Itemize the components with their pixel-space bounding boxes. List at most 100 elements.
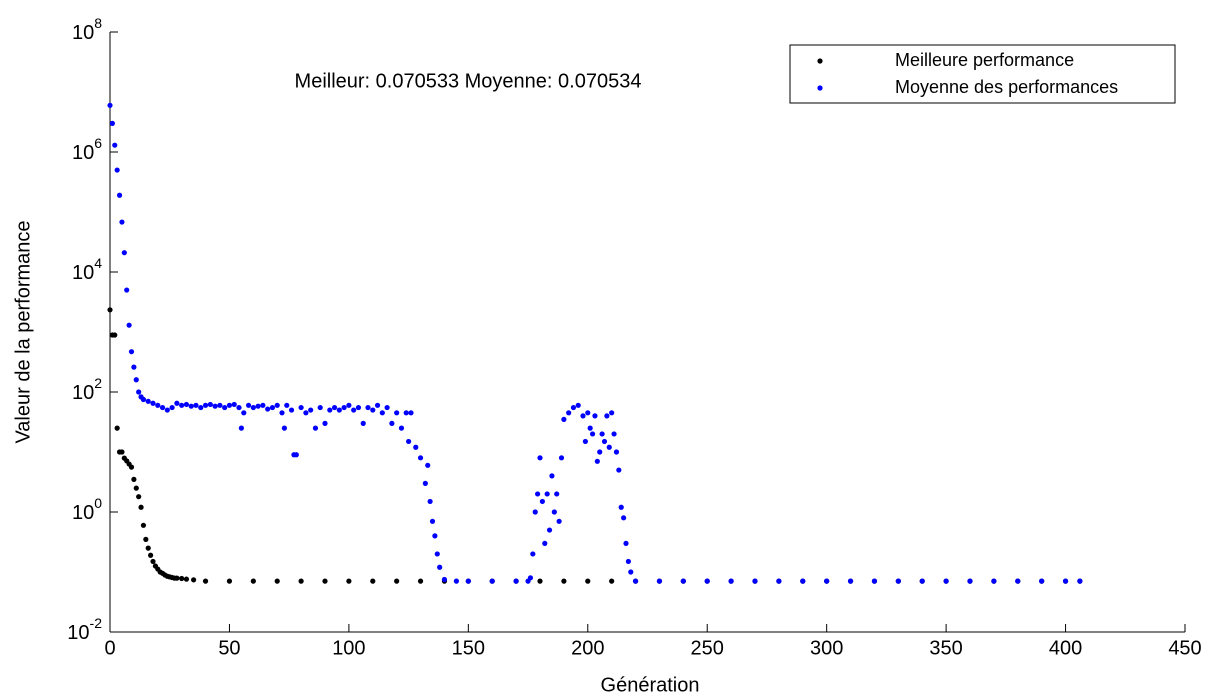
point bbox=[245, 402, 252, 408]
point bbox=[274, 402, 280, 408]
point bbox=[133, 377, 139, 383]
point bbox=[542, 540, 548, 546]
point bbox=[587, 425, 593, 431]
point bbox=[847, 578, 854, 584]
point bbox=[597, 449, 603, 455]
point bbox=[592, 413, 598, 419]
point bbox=[556, 518, 562, 524]
x-tick-label: 450 bbox=[1168, 637, 1201, 659]
point bbox=[298, 578, 304, 584]
point bbox=[107, 307, 113, 313]
point bbox=[561, 416, 567, 422]
point bbox=[217, 402, 223, 408]
point bbox=[394, 410, 400, 416]
point bbox=[303, 410, 309, 416]
x-tick-label: 400 bbox=[1049, 637, 1082, 659]
point bbox=[250, 578, 256, 584]
point bbox=[155, 402, 161, 408]
point bbox=[441, 576, 448, 583]
point bbox=[425, 462, 431, 468]
point bbox=[114, 167, 120, 173]
point bbox=[575, 402, 581, 408]
point bbox=[566, 410, 572, 416]
point bbox=[384, 404, 390, 411]
point bbox=[628, 569, 634, 575]
point bbox=[967, 578, 973, 584]
x-tick-label: 150 bbox=[452, 637, 485, 659]
point bbox=[394, 578, 400, 584]
point bbox=[231, 401, 237, 408]
point bbox=[374, 402, 381, 408]
point bbox=[417, 578, 424, 584]
point bbox=[422, 480, 428, 486]
point bbox=[824, 578, 830, 584]
point bbox=[148, 552, 154, 558]
point bbox=[427, 498, 433, 505]
point bbox=[360, 420, 366, 426]
point bbox=[561, 578, 567, 584]
point bbox=[183, 576, 190, 582]
x-tick-label: 350 bbox=[929, 637, 962, 659]
point bbox=[611, 431, 617, 437]
point bbox=[312, 425, 319, 431]
point bbox=[298, 404, 304, 411]
series bbox=[107, 102, 1083, 584]
point bbox=[398, 425, 405, 431]
point bbox=[551, 509, 557, 515]
point bbox=[370, 578, 376, 584]
point bbox=[150, 558, 156, 565]
point bbox=[513, 578, 519, 584]
point bbox=[618, 504, 624, 510]
point bbox=[140, 396, 147, 403]
point bbox=[613, 449, 620, 455]
point bbox=[532, 509, 538, 515]
point bbox=[112, 332, 118, 338]
y-tick-label: 108 bbox=[72, 15, 102, 45]
point bbox=[336, 407, 342, 413]
point bbox=[169, 404, 175, 411]
point bbox=[558, 455, 565, 461]
point bbox=[752, 578, 758, 584]
point bbox=[236, 404, 242, 411]
point bbox=[489, 578, 495, 584]
point bbox=[121, 250, 127, 256]
point bbox=[279, 410, 285, 416]
point bbox=[417, 455, 424, 461]
y-tick-label: 104 bbox=[72, 255, 102, 285]
point bbox=[281, 425, 287, 431]
point bbox=[136, 494, 142, 500]
point bbox=[609, 578, 615, 584]
x-axis-label: Génération bbox=[601, 674, 700, 696]
point bbox=[570, 404, 577, 411]
point bbox=[871, 578, 878, 584]
point bbox=[776, 578, 782, 584]
point bbox=[133, 485, 139, 491]
point bbox=[222, 404, 228, 411]
point bbox=[554, 491, 560, 497]
point bbox=[150, 400, 156, 406]
point bbox=[537, 455, 543, 461]
point bbox=[585, 410, 591, 416]
point bbox=[616, 467, 622, 473]
point bbox=[322, 420, 328, 426]
point bbox=[138, 504, 144, 510]
point bbox=[370, 407, 376, 413]
point bbox=[241, 410, 247, 416]
point bbox=[274, 578, 280, 584]
y-tick-label: 102 bbox=[72, 375, 102, 405]
point bbox=[623, 540, 629, 546]
point bbox=[429, 518, 436, 524]
legend-marker bbox=[817, 58, 823, 64]
point bbox=[164, 407, 170, 413]
x-tick-label: 50 bbox=[218, 637, 240, 659]
point bbox=[260, 402, 266, 408]
point bbox=[453, 578, 459, 584]
point bbox=[288, 407, 295, 413]
point bbox=[191, 577, 197, 583]
point bbox=[432, 533, 438, 539]
point bbox=[317, 404, 323, 411]
point bbox=[128, 349, 135, 355]
point bbox=[119, 449, 125, 455]
point bbox=[413, 444, 419, 450]
point bbox=[991, 578, 997, 584]
